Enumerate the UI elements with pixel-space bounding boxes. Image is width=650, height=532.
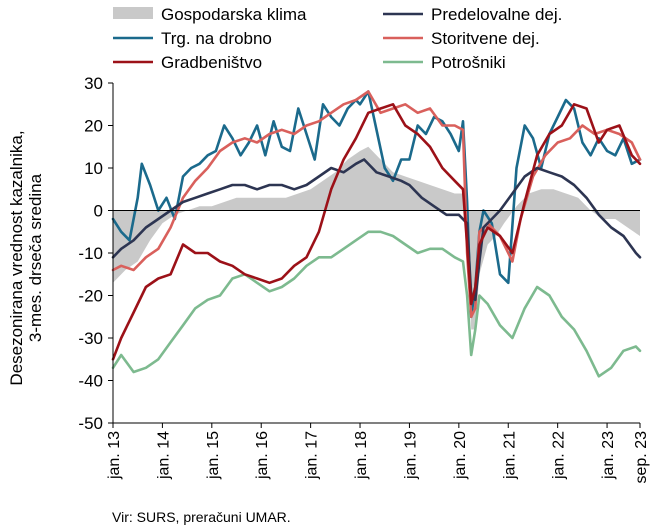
source-note: Vir: SURS, preračuni UMAR.	[112, 509, 291, 525]
y-tick-label: -10	[78, 244, 103, 263]
y-tick-label: 10	[84, 159, 103, 178]
legend-label: Trg. na drobno	[161, 29, 272, 48]
legend-label: Gospodarska klima	[161, 5, 307, 24]
x-tick-label: jan. 17	[304, 431, 321, 480]
series-4-line	[111, 103, 642, 361]
series-3-line	[111, 90, 642, 319]
y-tick-label: -30	[78, 329, 103, 348]
y-tick-label: -50	[78, 414, 103, 433]
legend-item: Gospodarska klima	[113, 5, 307, 24]
y-axis-label-line: 3-mes. drseča sredina	[26, 173, 45, 342]
legend-label: Gradbeništvo	[161, 53, 262, 72]
legend-swatch	[113, 7, 153, 19]
y-axis-label-line: Desezonirana vrednost kazalnika,	[7, 130, 26, 385]
x-tick-label: jan. 14	[155, 431, 172, 480]
y-tick-label: 30	[84, 74, 103, 93]
y-tick-label: 0	[94, 202, 103, 221]
y-tick-label: -40	[78, 372, 103, 391]
legend-item: Storitvene dej.	[383, 29, 540, 48]
x-tick-label: jan. 21	[501, 431, 518, 480]
x-axis: jan. 13 jan. 14 jan. 15 jan. 16 jan. 17 jan. …	[106, 210, 650, 484]
legend-label: Storitvene dej.	[431, 29, 540, 48]
legend-label: Predelovalne dej.	[431, 5, 562, 24]
legend: Gospodarska klima Predelovalne dej. Trg. n…	[113, 5, 562, 72]
x-tick-label: jan. 18	[353, 431, 370, 480]
x-tick-label: jan. 16	[254, 431, 271, 480]
x-tick-label: jan. 13	[106, 431, 123, 480]
y-tick-label: 20	[84, 117, 103, 136]
x-tick-label: sep. 23	[633, 431, 650, 484]
x-tick-label: jan. 20	[452, 431, 469, 480]
series-0-area	[113, 146, 640, 330]
series-2-line	[111, 90, 642, 319]
series-1-line	[111, 158, 642, 302]
legend-item: Potrošniki	[383, 53, 506, 72]
y-axis: 30 20 10 0 -10 -20 -30 -40 -50	[78, 74, 114, 433]
legend-item: Gradbeništvo	[113, 53, 262, 72]
x-tick-label: jan. 19	[402, 431, 419, 480]
legend-item: Predelovalne dej.	[383, 5, 562, 24]
plot-area	[111, 90, 642, 378]
legend-label: Potrošniki	[431, 53, 506, 72]
legend-item: Trg. na drobno	[113, 29, 272, 48]
series-5-line	[111, 230, 642, 378]
y-tick-label: -20	[78, 287, 103, 306]
x-tick-label: jan. 22	[551, 431, 568, 480]
x-tick-label: jan. 15	[205, 431, 222, 480]
x-tick-label: jan. 23	[600, 431, 617, 480]
